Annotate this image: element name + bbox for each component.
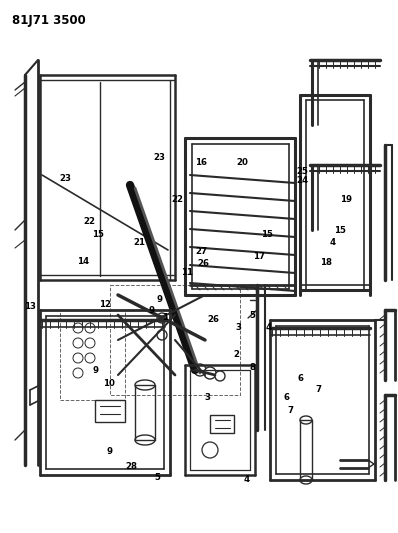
Text: 14: 14 [78,257,90,265]
Text: 15: 15 [334,226,346,235]
Text: 9: 9 [148,306,154,314]
Text: 22: 22 [171,196,183,204]
Text: 81J71 3500: 81J71 3500 [12,14,86,27]
Text: 6: 6 [283,393,290,401]
Text: 20: 20 [237,158,249,167]
Text: 19: 19 [340,196,352,204]
Circle shape [157,330,167,340]
Text: 27: 27 [195,247,207,256]
Text: 23: 23 [153,153,165,161]
Text: 17: 17 [253,253,265,261]
Circle shape [215,371,225,381]
Text: 10: 10 [103,379,115,388]
Text: 6: 6 [297,374,304,383]
Text: 21: 21 [133,238,145,247]
Text: 13: 13 [24,302,36,311]
Circle shape [204,367,216,379]
Text: 28: 28 [125,462,137,471]
Text: 2: 2 [234,350,240,359]
Text: 11: 11 [181,269,193,277]
Bar [210,415,234,433]
Text: 1: 1 [162,313,168,321]
Text: 4: 4 [244,475,250,484]
Text: 7: 7 [315,385,322,393]
Text: 22: 22 [84,217,96,225]
Bar [110,285,240,395]
Text: 9: 9 [106,448,113,456]
Circle shape [194,364,206,376]
Text: 18: 18 [320,258,332,266]
Text: 4: 4 [329,238,336,247]
Text: 5: 5 [250,311,256,320]
Text: 9: 9 [156,295,162,304]
Text: 26: 26 [197,260,209,268]
Bar [95,400,125,422]
Text: 25: 25 [297,167,308,176]
Text: 3: 3 [204,393,210,401]
Text: 15: 15 [261,230,273,239]
Text: 3: 3 [236,324,242,332]
Text: 26: 26 [207,316,219,324]
Text: 24: 24 [297,176,308,184]
Text: 23: 23 [60,174,72,183]
Text: 5: 5 [154,473,160,481]
Text: 15: 15 [92,230,103,239]
Text: 12: 12 [100,301,111,309]
Text: 9: 9 [92,366,99,375]
Text: 8: 8 [250,364,256,372]
Bar [60,310,125,400]
Text: 16: 16 [195,158,207,167]
Circle shape [157,313,167,323]
Text: 4: 4 [265,324,272,332]
Text: 7: 7 [287,406,294,415]
